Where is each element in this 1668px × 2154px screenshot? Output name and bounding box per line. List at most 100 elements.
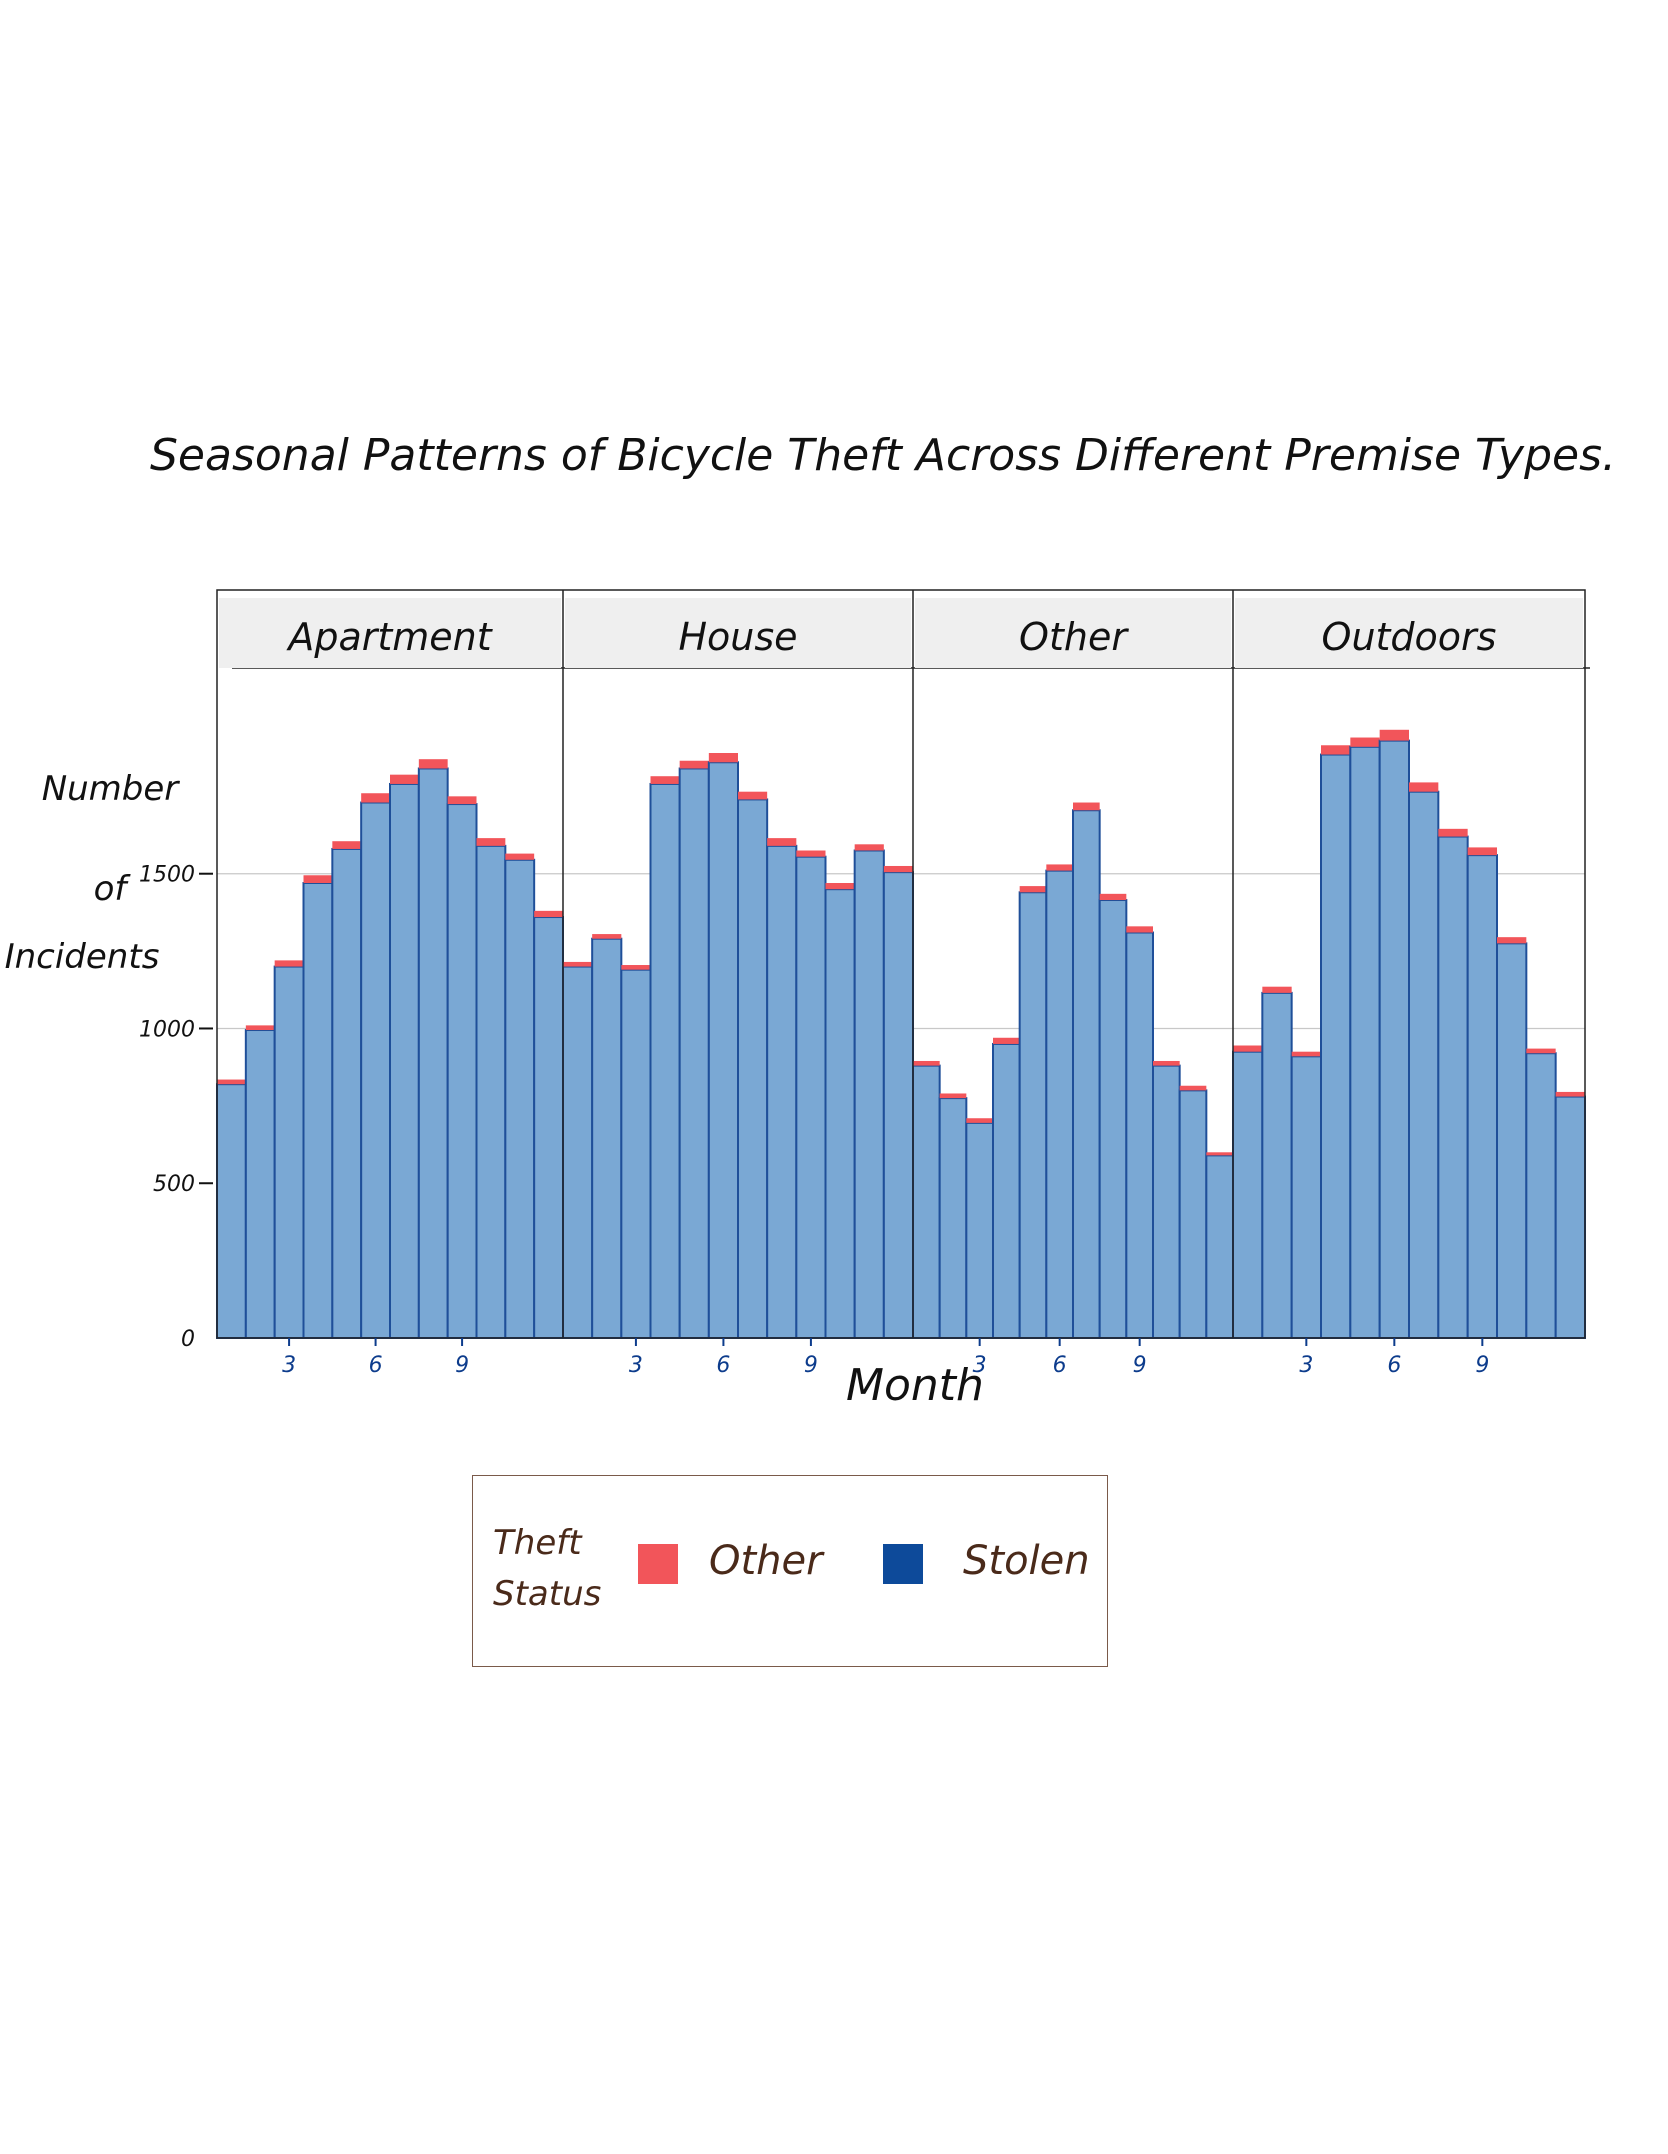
x-axis-label: Month [846,1360,984,1411]
y-axis-label-line-1: Number [42,769,181,809]
bar-other-other-m10 [1153,1060,1180,1066]
bar-apartment-other-m4 [303,875,333,883]
bar-other-other-m5 [1019,886,1047,893]
legend-label-stolen: Stolen [963,1538,1090,1584]
bar-apartment-stolen-m1 [216,1083,247,1339]
bar-outdoors-stolen-m9 [1466,854,1498,1340]
bar-apartment-stolen-m9 [446,803,478,1339]
y-axis-label-line-2: of [94,869,132,909]
bar-other-other-m6 [1046,864,1073,871]
bar-marks [216,729,1586,1340]
bar-apartment-stolen-m4 [302,882,334,1339]
x-tick-label-house-6: 6 [716,1353,730,1378]
legend-swatch-other [638,1544,678,1584]
bar-apartment-other-m11 [505,853,535,860]
bar-house-stolen-m8 [766,844,798,1339]
x-tick-label-outdoors-3: 3 [1299,1353,1313,1378]
plot-border [216,589,1586,1339]
bar-house-other-m1 [563,961,593,967]
bar-outdoors-stolen-m12 [1554,1095,1586,1339]
bar-other-stolen-m3 [965,1121,994,1340]
bar-house-other-m9 [796,850,826,857]
bar-house-stolen-m6 [707,761,739,1339]
bar-apartment-stolen-m8 [417,767,449,1339]
bar-house-other-m4 [650,776,680,784]
facet-strips: Apartment House Other Outdoors [219,598,1583,668]
x-tick-label-outdoors-6: 6 [1387,1353,1401,1378]
bar-apartment-stolen-m5 [331,847,363,1339]
facet-label-house: House [678,615,797,659]
bar-other-other-m2 [939,1093,967,1099]
bar-outdoors-other-m11 [1526,1048,1556,1054]
y-tick-label-500: 500 [153,1172,195,1197]
bar-house-stolen-m7 [737,798,769,1339]
bar-apartment-other-m6 [361,793,390,803]
facet-strip-outdoors [1235,598,1583,668]
facet-strip-apartment [219,598,561,668]
bar-apartment-stolen-m10 [475,844,507,1339]
bar-outdoors-other-m5 [1350,737,1380,747]
bar-outdoors-other-m7 [1409,782,1439,792]
bar-house-other-m8 [767,838,797,846]
bar-apartment-other-m8 [418,759,448,769]
y-tick-label-0: 0 [181,1327,195,1352]
bar-other-stolen-m12 [1205,1154,1235,1340]
bar-outdoors-other-m2 [1262,986,1292,993]
axes: 0 500 1000 1500 3 6 9 3 6 9 3 6 9 3 6 9 [139,863,1489,1378]
bar-other-stolen-m4 [992,1042,1021,1339]
bar-outdoors-other-m1 [1233,1045,1263,1052]
y-tick-label-1500: 1500 [139,863,195,888]
bar-outdoors-other-m10 [1497,937,1527,944]
bar-other-other-m4 [993,1037,1020,1044]
bar-other-stolen-m11 [1178,1089,1208,1340]
bar-other-stolen-m6 [1045,869,1075,1339]
bar-house-other-m12 [883,865,913,873]
bar-outdoors-other-m6 [1379,729,1409,741]
bar-outdoors-other-m4 [1321,745,1351,755]
bar-outdoors-stolen-m10 [1496,942,1528,1339]
bar-apartment-other-m10 [476,838,506,846]
x-tick-label-apartment-9: 9 [455,1353,469,1378]
bar-outdoors-stolen-m1 [1232,1050,1264,1339]
bar-house-stolen-m4 [649,782,681,1339]
bar-apartment-stolen-m2 [244,1029,276,1339]
bar-outdoors-stolen-m3 [1290,1055,1322,1340]
x-tick-label-house-9: 9 [804,1353,818,1378]
bar-apartment-stolen-m12 [533,916,565,1339]
facet-strip-house [565,598,911,668]
bar-house-other-m2 [592,934,622,939]
legend-swatch-stolen [883,1544,923,1584]
bar-other-stolen-m1 [912,1064,941,1339]
bar-other-other-m9 [1126,926,1153,933]
bar-house-other-m10 [825,883,855,890]
bar-house-other-m7 [738,791,768,800]
bar-house-stolen-m5 [678,767,710,1339]
bar-other-other-m3 [966,1118,993,1123]
bar-other-other-m12 [1206,1152,1233,1156]
bar-house-other-m11 [854,844,884,851]
bar-house-other-m3 [621,965,651,970]
x-tick-label-other-6: 6 [1053,1353,1067,1378]
legend-title: Theft Status [493,1523,602,1614]
bar-outdoors-stolen-m8 [1437,835,1469,1339]
bar-outdoors-stolen-m2 [1261,991,1293,1340]
facet-strip-other [915,598,1231,668]
bar-house-stolen-m11 [853,849,885,1339]
bar-apartment-other-m1 [217,1079,246,1085]
x-tick-label-house-3: 3 [629,1353,643,1378]
bar-house-stolen-m1 [562,965,594,1339]
bar-apartment-stolen-m11 [504,858,536,1339]
bar-house-other-m6 [708,753,738,763]
bar-outdoors-stolen-m7 [1408,790,1440,1339]
bar-other-other-m7 [1073,802,1100,811]
bar-house-stolen-m10 [824,888,856,1339]
bar-outdoors-other-m9 [1467,847,1497,856]
bar-apartment-stolen-m3 [273,965,305,1339]
facet-label-outdoors: Outdoors [1322,615,1497,659]
bar-outdoors-other-m3 [1291,1051,1321,1057]
bar-apartment-other-m7 [390,774,419,784]
bar-outdoors-stolen-m11 [1525,1052,1557,1339]
facet-label-apartment: Apartment [285,615,493,659]
bar-other-stolen-m10 [1152,1064,1181,1339]
